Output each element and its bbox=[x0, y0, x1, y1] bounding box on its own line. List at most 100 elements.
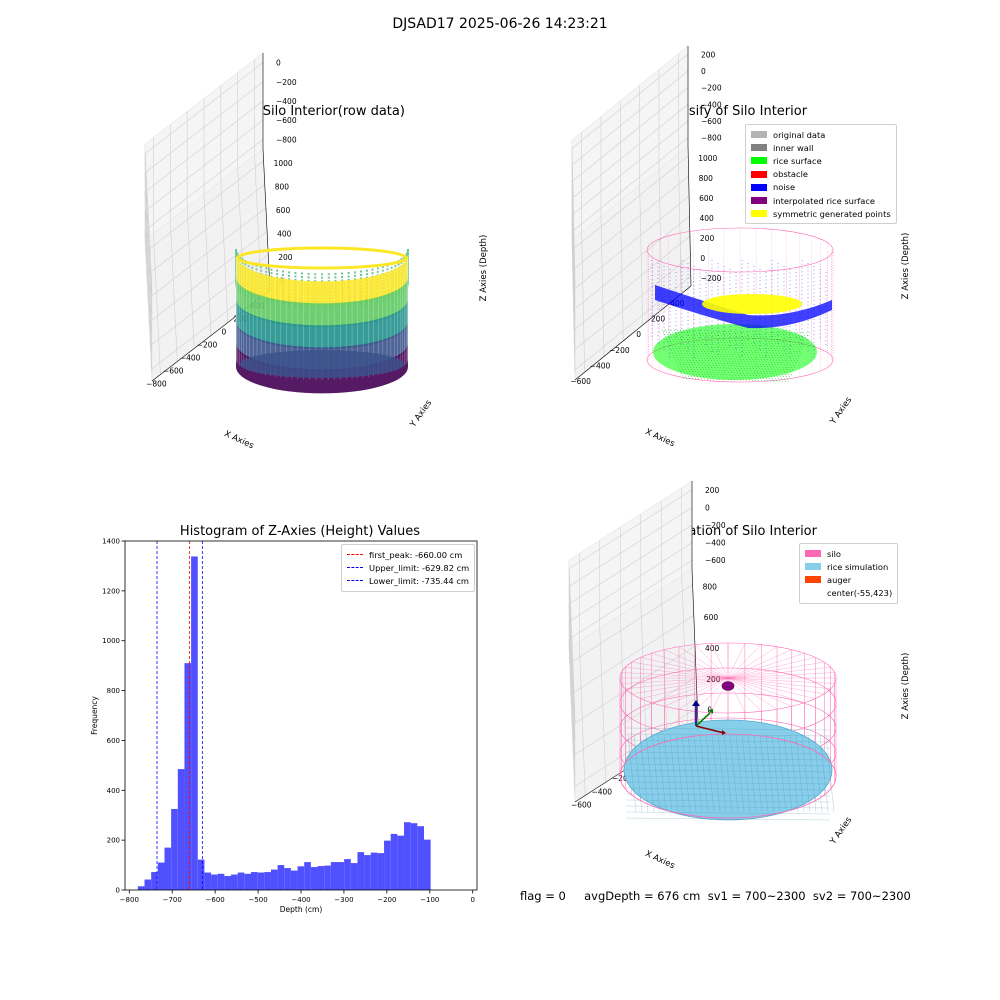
rice-mesh-line bbox=[625, 781, 831, 785]
histogram-bar bbox=[384, 840, 391, 890]
histogram-bar bbox=[137, 886, 145, 890]
silo-roof-spoke bbox=[727, 653, 805, 679]
rice-mesh-line bbox=[639, 734, 649, 813]
panel1-y-tick: 400 bbox=[277, 229, 292, 238]
histogram-bar bbox=[277, 865, 285, 890]
panel2-y-tick: 600 bbox=[699, 194, 714, 203]
panel2-gridline bbox=[571, 87, 689, 182]
y-tick-label: 1400 bbox=[102, 538, 120, 546]
panel4-gridline bbox=[573, 676, 697, 757]
histogram-bar bbox=[164, 847, 172, 890]
histogram-bar bbox=[284, 868, 291, 890]
axis-arrow-x bbox=[695, 725, 725, 734]
panel2-gridline bbox=[571, 54, 689, 149]
panel1-z-tick: −400 bbox=[276, 97, 297, 106]
panel1-gridline bbox=[169, 220, 178, 362]
histogram-bar bbox=[231, 874, 238, 890]
panel2-classified-points bbox=[646, 227, 834, 383]
panel2-gridline bbox=[573, 235, 691, 331]
panel4-z-tick: −400 bbox=[705, 539, 726, 548]
silo-roof-spoke bbox=[727, 646, 778, 679]
silo-roof-spoke bbox=[727, 666, 831, 679]
legend-item-auger: auger bbox=[805, 573, 892, 586]
histogram-bar bbox=[224, 876, 232, 890]
panel1-gridline bbox=[144, 139, 264, 231]
panel2-y-tick: 1000 bbox=[698, 154, 717, 163]
symmetric-points bbox=[702, 294, 802, 314]
rice-mesh-line bbox=[777, 734, 787, 813]
rice-mesh-line bbox=[687, 734, 697, 813]
x-tick-label: −600 bbox=[206, 896, 225, 904]
histogram-bar bbox=[324, 865, 331, 890]
legend-item-upper-limit: Upper_limit: -629.82 cm bbox=[347, 561, 469, 574]
histogram-bar bbox=[404, 822, 411, 890]
histogram-bar bbox=[211, 874, 218, 890]
histogram-y-label: Frequency bbox=[90, 696, 99, 735]
panel2-gridline bbox=[571, 198, 576, 339]
legend-item-silo: silo bbox=[805, 547, 892, 560]
legend-item-obstacle: obstacle bbox=[751, 168, 891, 181]
panel1-x-tick: −400 bbox=[180, 354, 201, 363]
legend-swatch bbox=[751, 170, 767, 178]
center-marker bbox=[721, 681, 735, 691]
legend-item-lower-limit: Lower_limit: -735.44 cm bbox=[347, 574, 469, 587]
silo-top-ring bbox=[646, 227, 834, 273]
rice-surface-row bbox=[680, 373, 792, 377]
panel2-z-tick: 0 bbox=[701, 67, 706, 76]
rice-mesh-line bbox=[693, 734, 703, 813]
panel4-gridline bbox=[568, 586, 576, 741]
legend-item-symmetric: symmetric generated points bbox=[751, 207, 891, 220]
panel1-gridline bbox=[146, 184, 265, 276]
panel2-legend: original data inner wall rice surface ob… bbox=[745, 124, 897, 225]
panel1-gridline bbox=[144, 153, 153, 295]
histogram-bar bbox=[257, 872, 265, 890]
histogram-bar bbox=[297, 866, 305, 890]
panel1-gridline bbox=[144, 191, 153, 334]
silo-roof-spoke bbox=[621, 677, 729, 684]
histogram-bar bbox=[191, 556, 198, 890]
histogram-bar bbox=[197, 859, 205, 890]
axis-arrowhead-y bbox=[708, 709, 713, 714]
y-tick-label: 1000 bbox=[102, 637, 120, 645]
silo-roof-spoke bbox=[727, 657, 816, 679]
histogram-bar bbox=[390, 833, 398, 890]
histogram-bar bbox=[151, 872, 158, 890]
panel1-gridline bbox=[144, 230, 153, 372]
panel4-gridline bbox=[570, 614, 694, 695]
silo-roof-spoke bbox=[710, 643, 729, 679]
x-tick-label: −300 bbox=[334, 896, 353, 904]
rice-mesh-line bbox=[625, 775, 831, 779]
panel1-gridline bbox=[148, 231, 268, 323]
panel4-legend: silo rice simulation auger center(-55,42… bbox=[799, 543, 899, 604]
panel2-gridline bbox=[571, 148, 576, 289]
rice-mesh-line bbox=[625, 769, 831, 773]
panel4-x-tick: −400 bbox=[591, 787, 612, 796]
panel1-y-tick: 200 bbox=[278, 253, 293, 262]
silo-roof-spoke bbox=[664, 649, 729, 679]
panel2-gridline bbox=[571, 181, 576, 322]
silo-roof-spoke bbox=[727, 677, 805, 703]
x-tick-label: −100 bbox=[420, 896, 439, 904]
rice-mesh-line bbox=[681, 734, 691, 813]
histogram-bar bbox=[417, 826, 424, 890]
panel2-y-axis bbox=[687, 145, 692, 287]
panel2-gridline bbox=[572, 155, 689, 251]
rice-surface-row bbox=[663, 334, 809, 338]
histogram-bar bbox=[357, 852, 365, 890]
panel2-x-tick: 0 bbox=[636, 330, 641, 339]
rice-mesh-line bbox=[765, 734, 775, 813]
rice-mesh-line bbox=[651, 734, 661, 813]
silo-roof-spoke bbox=[727, 677, 792, 707]
histogram-bar bbox=[171, 808, 178, 890]
rice-mesh-line bbox=[625, 817, 831, 821]
panel2-gridline bbox=[572, 195, 690, 291]
panel1-z-label: Z Axies (Depth) bbox=[479, 235, 489, 302]
x-tick-label: −400 bbox=[291, 896, 310, 904]
panel4-z-tick: 200 bbox=[705, 486, 720, 495]
panel4-x-tick: −200 bbox=[612, 774, 633, 783]
rice-surface-row bbox=[677, 366, 795, 371]
rice-mesh-line bbox=[625, 811, 831, 815]
panel4-y-tick: 600 bbox=[704, 613, 719, 622]
histogram-chart: −800 −700 −600 −500 −400 −300 −200 −100 0 0 200 400… bbox=[90, 538, 478, 914]
rice-mesh-line bbox=[699, 734, 709, 813]
